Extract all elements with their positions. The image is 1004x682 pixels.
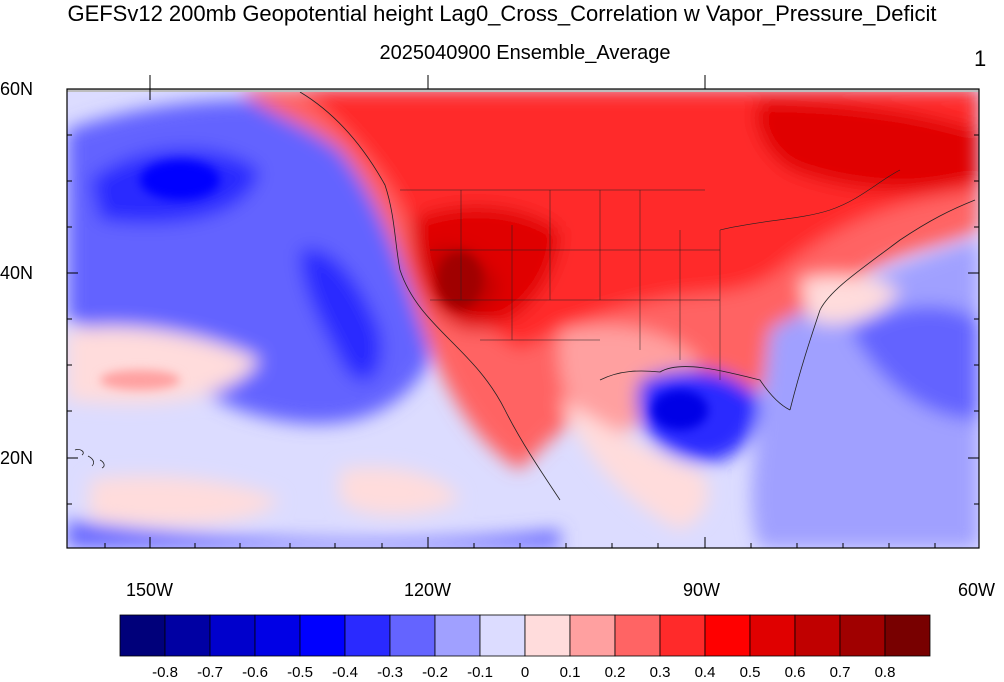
colorbar-label: 0.8 xyxy=(874,664,896,681)
colorbar-swatch xyxy=(704,614,751,657)
colorbar-label: -0.2 xyxy=(422,664,448,681)
lon-label-120w: 120W xyxy=(404,580,452,600)
lon-label-150w: 150W xyxy=(126,580,174,600)
colorbar xyxy=(119,614,931,657)
colorbar-swatch xyxy=(659,614,706,657)
colorbar-label: 0.1 xyxy=(559,664,581,681)
colorbar-label: -0.1 xyxy=(467,664,493,681)
colorbar-swatch xyxy=(299,614,346,657)
colorbar-swatch xyxy=(479,614,526,657)
map-title: GEFSv12 200mb Geopotential height Lag0_C… xyxy=(67,1,937,26)
lon-label-90w: 90W xyxy=(683,580,721,600)
colorbar-swatch xyxy=(569,614,616,657)
axis-ticks xyxy=(67,75,979,548)
colorbar-swatch xyxy=(839,614,886,657)
colorbar-swatch xyxy=(254,614,301,657)
colorbar-swatch xyxy=(794,614,841,657)
lat-label-60n: 60N xyxy=(0,79,34,99)
lon-label-60w: 60W xyxy=(958,580,996,600)
colorbar-label: 0 xyxy=(520,664,530,681)
colorbar-label: 0.2 xyxy=(604,664,626,681)
correlation-field xyxy=(67,89,979,548)
coastlines xyxy=(74,91,976,501)
colorbar-label: -0.4 xyxy=(332,664,358,681)
colorbar-swatch xyxy=(164,614,211,657)
colorbar-swatch xyxy=(344,614,391,657)
map-subtitle: 2025040900 Ensemble_Average xyxy=(379,42,671,64)
page-number: 1 xyxy=(974,46,987,71)
colorbar-label: -0.5 xyxy=(287,664,313,681)
colorbar-label: -0.6 xyxy=(242,664,268,681)
colorbar-swatch xyxy=(614,614,661,657)
colorbar-label: -0.7 xyxy=(197,664,223,681)
colorbar-label: 0.7 xyxy=(829,664,851,681)
colorbar-label: 0.4 xyxy=(694,664,716,681)
colorbar-swatch xyxy=(209,614,256,657)
colorbar-swatch xyxy=(119,614,166,657)
colorbar-swatch xyxy=(389,614,436,657)
lat-label-20n: 20N xyxy=(0,448,34,468)
colorbar-swatch xyxy=(884,614,931,657)
colorbar-label: 0.6 xyxy=(784,664,806,681)
colorbar-label: -0.3 xyxy=(377,664,403,681)
colorbar-swatch xyxy=(749,614,796,657)
colorbar-swatch xyxy=(434,614,481,657)
lat-label-40n: 40N xyxy=(0,263,34,283)
colorbar-label: -0.8 xyxy=(152,664,178,681)
colorbar-swatch xyxy=(524,614,571,657)
colorbar-label: 0.5 xyxy=(739,664,761,681)
colorbar-label: 0.3 xyxy=(649,664,671,681)
